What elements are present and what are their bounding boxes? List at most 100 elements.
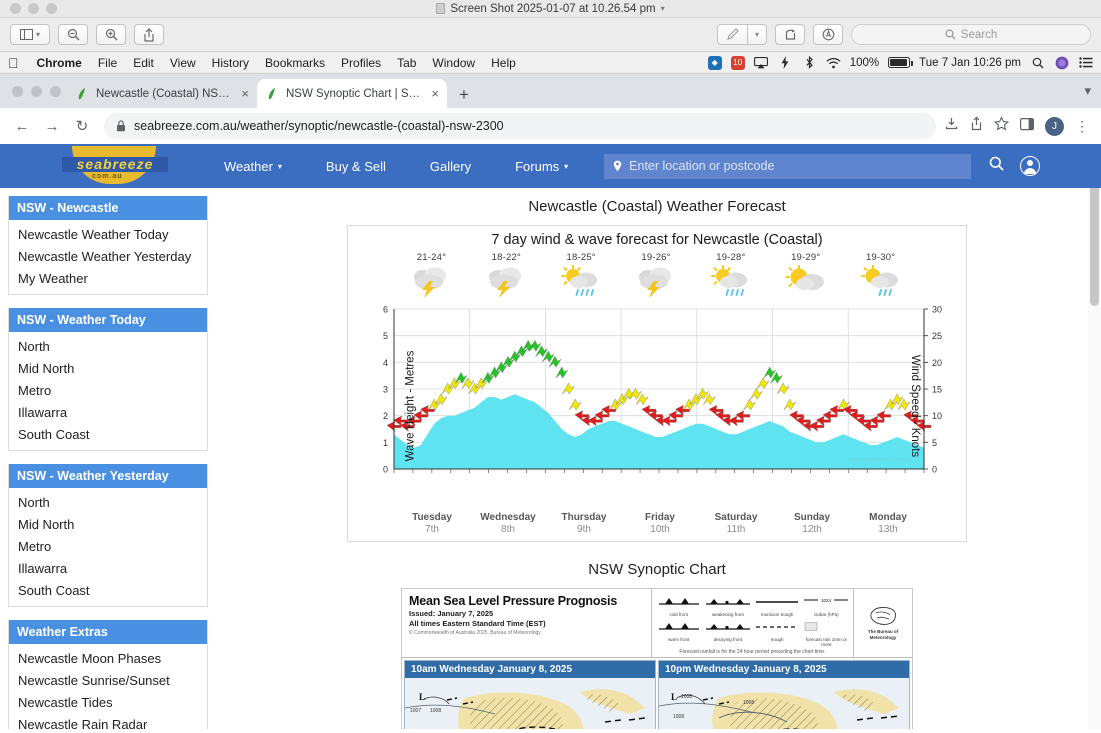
nav-forums[interactable]: Forums ▾ — [493, 159, 590, 174]
battery-icon[interactable] — [888, 57, 913, 68]
avatar[interactable]: J — [1045, 116, 1064, 136]
apple-menu-icon[interactable]:  — [8, 55, 19, 71]
sidebar-item-newcastle-tides[interactable]: Newcastle Tides — [18, 694, 113, 710]
location-search-input[interactable]: Enter location or postcode — [604, 153, 972, 179]
legend-warm-front: warm front — [656, 618, 701, 647]
window-traffic-lights[interactable] — [10, 3, 57, 14]
tab-nsw-synoptic-chart-seabreeze[interactable]: NSW Synoptic Chart | Seabree × — [257, 79, 447, 108]
sidebar-item-today-illawarra[interactable]: Illawarra — [18, 404, 68, 420]
day-date: 12th — [802, 524, 822, 535]
user-account-icon[interactable] — [1020, 156, 1041, 176]
menubar-item-chrome[interactable]: Chrome — [26, 55, 82, 70]
tab-close-icon[interactable]: × — [241, 86, 249, 101]
legend-label: warm front — [667, 637, 690, 642]
sidebar-box-nsw-weather-yesterday: NSW - Weather Yesterday North Mid North … — [8, 464, 208, 607]
control-center-icon[interactable] — [1078, 56, 1093, 70]
bookmark-star-icon[interactable] — [993, 116, 1010, 136]
reload-button[interactable]: ↻ — [75, 118, 89, 135]
chrome-close-button[interactable] — [12, 85, 23, 97]
sidebar-item-today-metro[interactable]: Metro — [18, 382, 52, 398]
tab-newcastle-coastal-nsw-weather[interactable]: Newcastle (Coastal) NSW Wea × — [67, 79, 257, 108]
temp-range: 19-30° — [865, 252, 896, 263]
menubar-item-view[interactable]: View — [159, 55, 196, 70]
spotlight-search-icon[interactable] — [1030, 56, 1045, 70]
menubar-clock[interactable]: Tue 7 Jan 10:26 pm — [919, 56, 1021, 69]
sidebar-box-nsw-weather-today: NSW - Weather Today North Mid North Metr… — [8, 308, 208, 451]
sidebar-item-yesterday-mid-north[interactable]: Mid North — [18, 516, 75, 532]
sidebar-item-newcastle-sunrise-sunset[interactable]: Newcastle Sunrise/Sunset — [18, 672, 170, 688]
synoptic-panel-10pm[interactable]: 10pm Wednesday January 8, 2025 — [658, 660, 910, 729]
day-date: 10th — [650, 524, 670, 535]
seabreeze-logo[interactable]: seabreeze com.au — [60, 146, 170, 185]
new-tab-button[interactable]: + — [459, 85, 469, 104]
sidebar-item-yesterday-illawarra[interactable]: Illawarra — [18, 560, 68, 576]
share-icon[interactable] — [970, 116, 983, 136]
sidebar-item-yesterday-north[interactable]: North — [18, 494, 50, 510]
bom-label: The Bureau of Meteorology — [867, 629, 899, 640]
sidebar-item-today-north[interactable]: North — [18, 338, 50, 354]
sidebar-item-newcastle-weather-yesterday[interactable]: Newcastle Weather Yesterday — [18, 248, 192, 264]
tab-search-chevron-icon[interactable]: ▾ — [1084, 83, 1091, 98]
sidebar-item-my-weather[interactable]: My Weather — [18, 270, 88, 286]
calendar-status-icon[interactable]: 10 — [730, 55, 745, 70]
markup-button-group[interactable]: ▾ — [717, 24, 767, 45]
chrome-traffic-lights[interactable] — [8, 74, 67, 108]
wind-arrow — [675, 404, 690, 416]
airplay-icon[interactable] — [754, 56, 769, 70]
markup-dropdown-button[interactable]: ▾ — [747, 24, 767, 45]
zoom-out-button[interactable] — [58, 24, 88, 45]
wind-arrow — [750, 387, 763, 400]
sidebar-item-yesterday-south-coast[interactable]: South Coast — [18, 582, 90, 598]
wifi-glyph — [826, 57, 841, 68]
chrome-menu-icon[interactable]: ⋮ — [1075, 117, 1089, 134]
forward-button[interactable]: → — [44, 117, 60, 135]
nav-weather[interactable]: Weather ▾ — [202, 159, 304, 174]
annotate-button[interactable] — [813, 24, 843, 45]
siri-icon[interactable] — [1054, 56, 1069, 70]
sidebar-item-today-south-coast[interactable]: South Coast — [18, 426, 90, 442]
sidebar-view-button[interactable]: ▾ — [10, 24, 50, 45]
nav-buy-sell[interactable]: Buy & Sell — [304, 159, 408, 174]
zoom-in-button[interactable] — [96, 24, 126, 45]
menubar-item-bookmarks[interactable]: Bookmarks — [254, 55, 325, 70]
header-search-icon[interactable] — [989, 156, 1004, 176]
markup-button[interactable] — [717, 24, 747, 45]
menubar-item-window[interactable]: Window — [421, 55, 475, 70]
menubar-item-file[interactable]: File — [87, 55, 117, 70]
synoptic-panel-10am[interactable]: 10am Wednesday January 8, 2025 — [404, 660, 656, 729]
downloads-icon[interactable] — [944, 116, 959, 136]
share-button[interactable] — [134, 24, 164, 45]
menubar-item-tab[interactable]: Tab — [386, 55, 416, 70]
wifi-icon[interactable] — [826, 56, 841, 70]
page-scrollbar-thumb[interactable] — [1090, 146, 1099, 306]
preview-search-box[interactable]: Search — [851, 24, 1091, 45]
menubar-item-help[interactable]: Help — [480, 55, 516, 70]
menubar-item-edit[interactable]: Edit — [122, 55, 154, 70]
rotate-button[interactable] — [775, 24, 805, 45]
sidebar-item-newcastle-rain-radar[interactable]: Newcastle Rain Radar — [18, 716, 148, 730]
bolt-icon[interactable] — [778, 56, 793, 70]
address-bar[interactable]: seabreeze.com.au/weather/synoptic/newcas… — [104, 113, 936, 139]
back-button[interactable]: ← — [14, 117, 30, 135]
legend-symbol-grid: cold front weakening front — [656, 593, 849, 647]
nav-gallery[interactable]: Gallery — [408, 159, 493, 174]
menubar-item-profiles[interactable]: Profiles — [330, 55, 381, 70]
menubar-item-history[interactable]: History — [201, 55, 249, 70]
dropbox-status-icon[interactable]: ◆ — [707, 55, 722, 70]
chrome-maximize-button[interactable] — [50, 85, 61, 97]
menubar-status-items: ◆ 10 — [707, 55, 1093, 70]
sidebar-item-newcastle-moon-phases[interactable]: Newcastle Moon Phases — [18, 650, 162, 666]
bluetooth-icon[interactable] — [802, 56, 817, 70]
close-button[interactable] — [10, 3, 21, 14]
side-panel-icon[interactable] — [1020, 117, 1035, 136]
chrome-minimize-button[interactable] — [31, 85, 42, 97]
minimize-button[interactable] — [28, 3, 39, 14]
synoptic-chart-card: Mean Sea Level Pressure Prognosis Issued… — [401, 588, 913, 729]
sidebar-item-yesterday-metro[interactable]: Metro — [18, 538, 52, 554]
sidebar-item-today-mid-north[interactable]: Mid North — [18, 360, 75, 376]
chevron-down-icon[interactable]: ▾ — [660, 4, 665, 13]
share-glyph — [971, 116, 982, 131]
sidebar-item-newcastle-weather-today[interactable]: Newcastle Weather Today — [18, 226, 169, 242]
maximize-button[interactable] — [46, 3, 57, 14]
tab-close-icon[interactable]: × — [431, 86, 439, 101]
